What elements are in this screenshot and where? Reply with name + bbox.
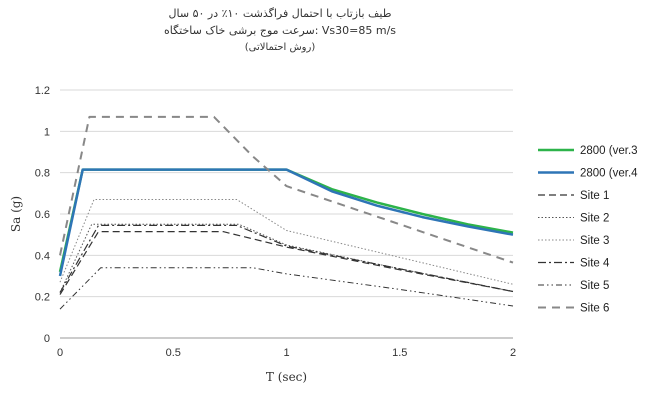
chart-title-line-2: سرعت موج برشی خاک ساختگاه: Vs30=85 m/s <box>163 24 397 37</box>
grid <box>60 89 513 339</box>
axes: 0 0.2 0.4 0.6 0.8 1 1.2 0 0.5 1 1.5 2 <box>35 85 516 359</box>
legend: 2800 (ver.3 2800 (ver.4 Site 1 Site 2 Site 3… <box>538 145 638 315</box>
y-tick-label: 1 <box>44 126 50 138</box>
y-tick-label: 0.8 <box>35 168 50 180</box>
series-line <box>59 115 514 264</box>
x-tick-label: 0 <box>57 347 63 359</box>
x-tick-label: 0.5 <box>166 347 181 359</box>
y-tick-label: 0.4 <box>35 250 50 262</box>
legend-entry: Site 4 <box>580 258 610 270</box>
y-tick-label: 0.6 <box>35 209 50 221</box>
legend-entry: Site 1 <box>580 190 609 202</box>
legend-entry: 2800 (ver.3 <box>580 145 638 157</box>
legend-entry: Site 6 <box>580 303 609 315</box>
y-axis-label: Sa (g) <box>9 196 23 232</box>
x-tick-label: 1.5 <box>392 347 407 359</box>
series-line <box>59 267 514 310</box>
legend-entry: Site 3 <box>580 235 609 247</box>
legend-entry: Site 2 <box>580 213 609 225</box>
series-line <box>59 223 514 293</box>
y-tick-label: 1.2 <box>35 85 50 97</box>
series-line <box>59 199 514 285</box>
legend-entry: 2800 (ver.4 <box>580 168 638 180</box>
y-tick-label: 0.2 <box>35 292 50 304</box>
y-tick-label: 0 <box>44 333 50 345</box>
series-line <box>59 224 514 293</box>
series-line <box>58 168 514 277</box>
x-tick-label: 1 <box>283 347 289 359</box>
x-tick-label: 2 <box>510 347 516 359</box>
chart-title-line-1: طیف بازتاب با احتمال فراگذشت ۱۰٪ در ۵۰ س… <box>168 7 392 20</box>
legend-entry: Site 5 <box>580 280 609 292</box>
series-line <box>59 231 514 295</box>
chart-title-line-3: (روش احتمالاتی) <box>244 42 316 53</box>
series-lines <box>58 115 514 310</box>
x-axis-label: T (sec) <box>266 370 307 384</box>
